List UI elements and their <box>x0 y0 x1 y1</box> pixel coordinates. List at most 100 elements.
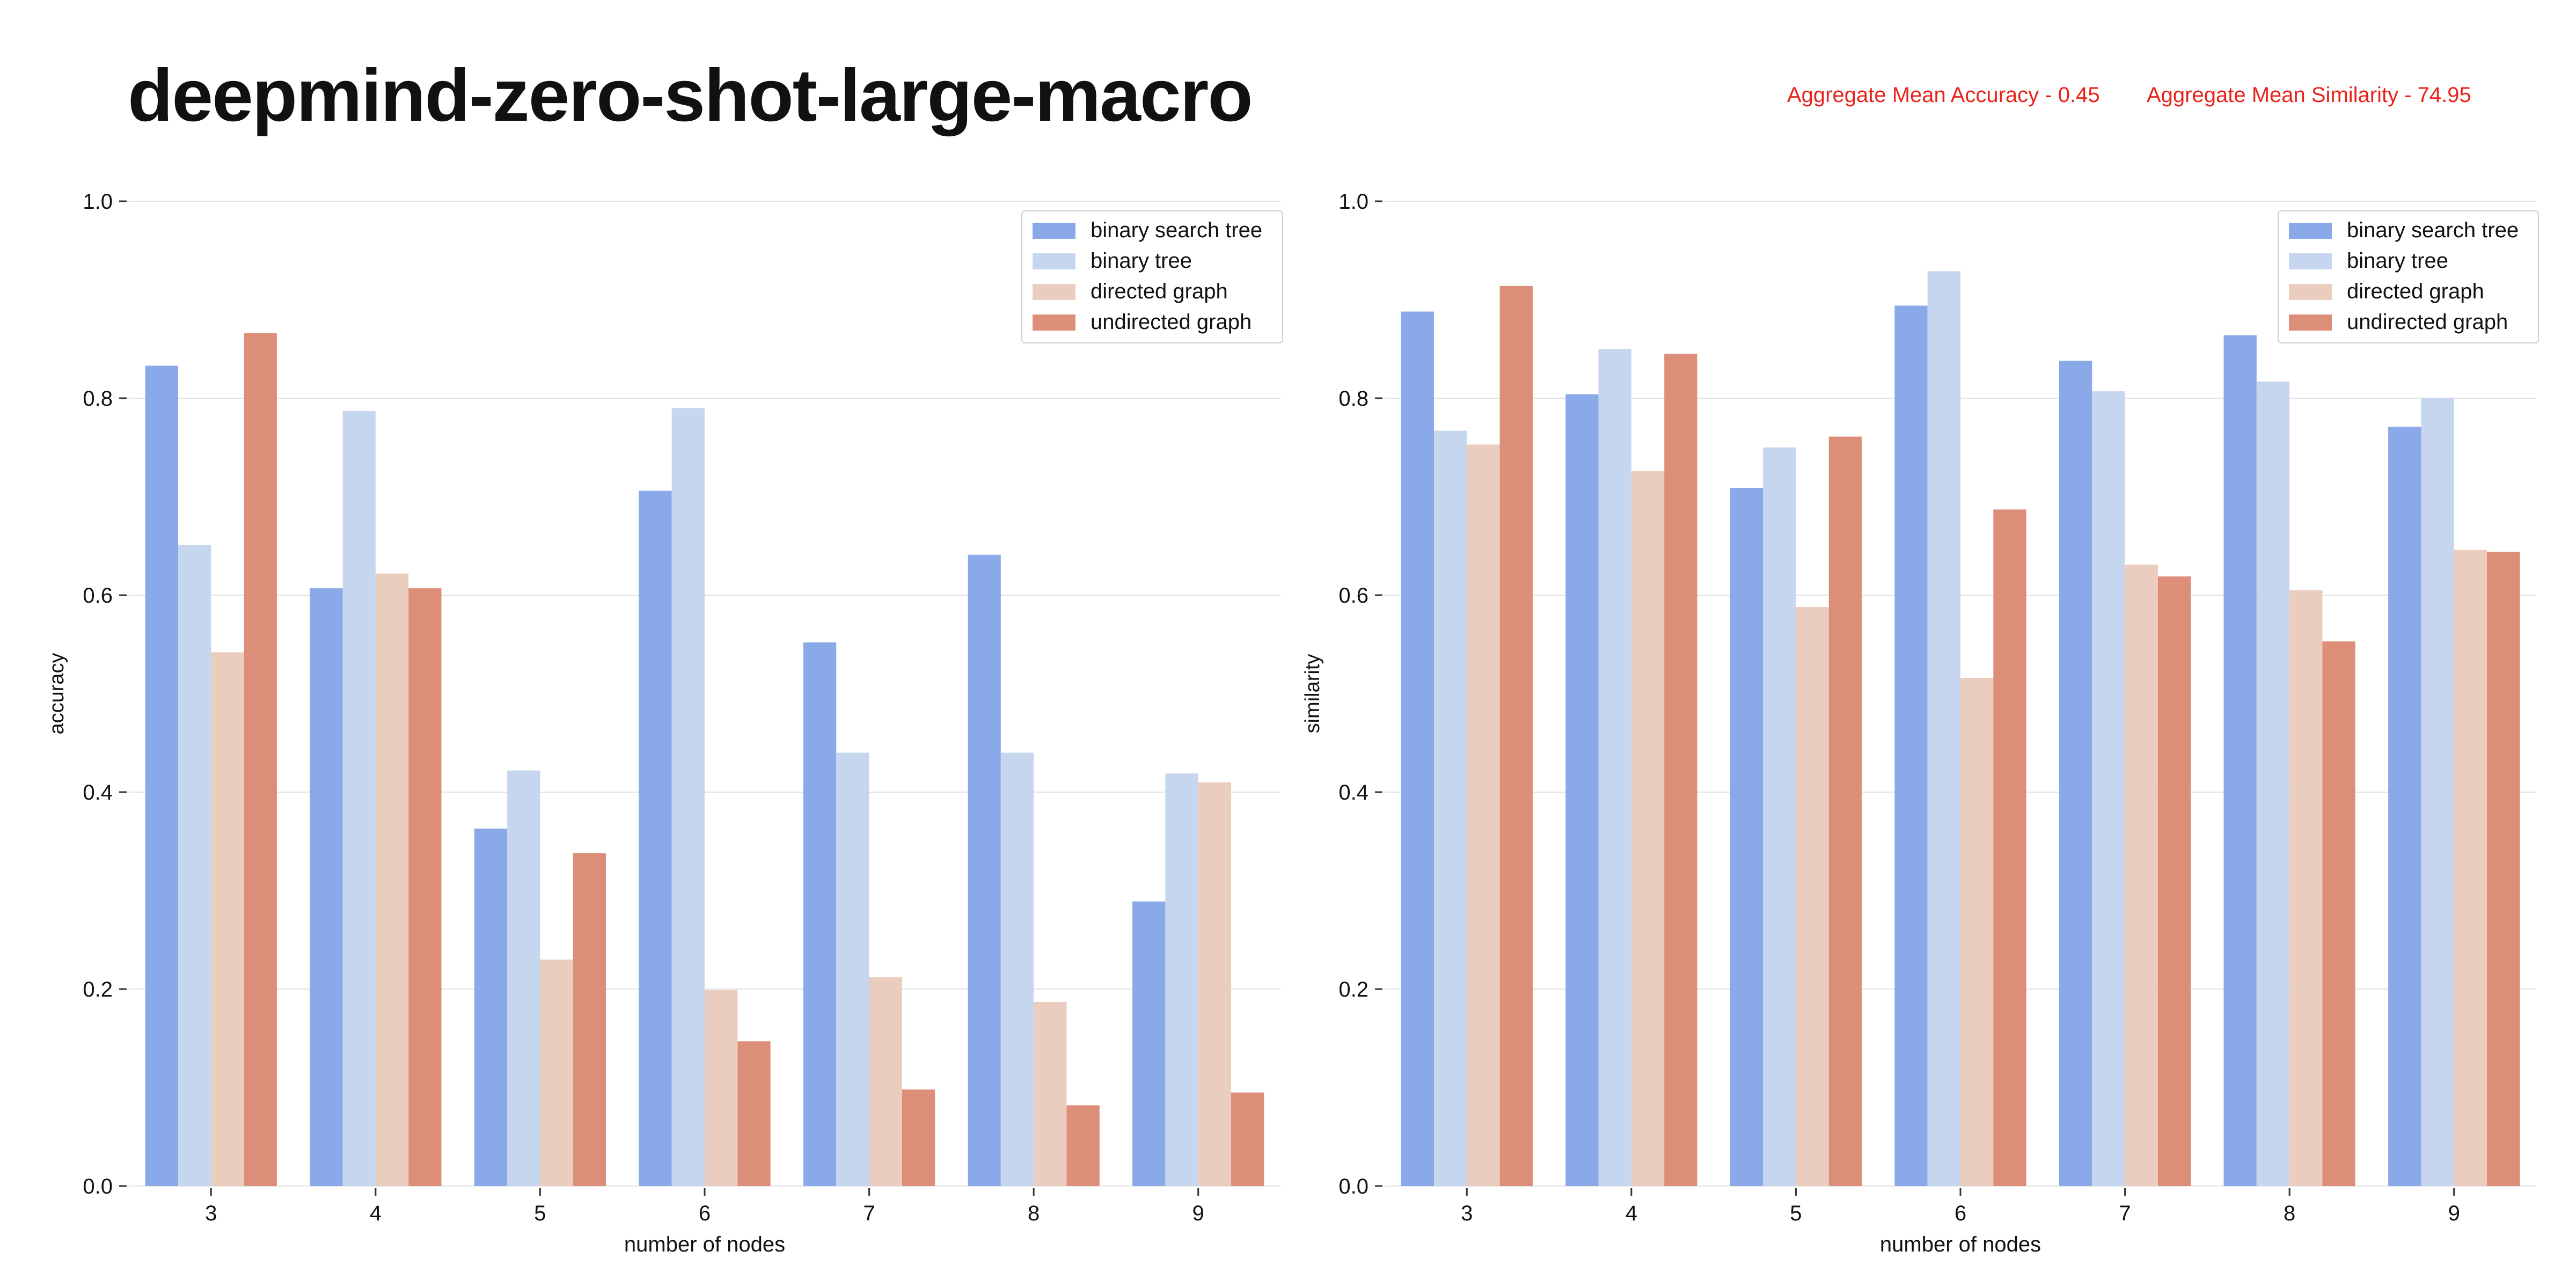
y-tick-label: 1.0 <box>83 190 113 214</box>
aggregate-accuracy: Aggregate Mean Accuracy - 0.45 <box>1787 83 2100 107</box>
aggregate-similarity: Aggregate Mean Similarity - 74.95 <box>2147 83 2471 107</box>
legend-entry: directed graph <box>2347 280 2484 303</box>
y-axis-label: similarity <box>1301 654 1324 734</box>
y-tick-label: 0.0 <box>1338 1175 1368 1198</box>
bar <box>408 588 442 1186</box>
x-tick-label: 6 <box>699 1202 711 1225</box>
x-tick-label: 8 <box>2284 1202 2295 1225</box>
bar <box>540 959 573 1186</box>
bar <box>375 573 409 1186</box>
bar <box>1796 607 1829 1186</box>
bar <box>869 977 902 1186</box>
legend-swatch <box>1033 314 1075 331</box>
y-tick-label: 0.8 <box>83 387 113 411</box>
x-tick-label: 7 <box>863 1202 875 1225</box>
x-axis-label: number of nodes <box>624 1233 785 1256</box>
bar <box>1499 286 1533 1186</box>
bar <box>2289 590 2323 1186</box>
bar <box>737 1041 771 1186</box>
y-tick-label: 1.0 <box>1338 190 1368 214</box>
bar <box>1565 394 1599 1187</box>
bar <box>902 1089 935 1186</box>
bar <box>244 333 277 1186</box>
bar <box>1730 487 1763 1186</box>
y-tick-label: 0.4 <box>1338 781 1368 804</box>
y-tick-label: 0.8 <box>1338 387 1368 411</box>
y-axis-label: accuracy <box>46 653 68 734</box>
bar <box>178 545 211 1186</box>
y-tick-label: 0.2 <box>1338 978 1368 1001</box>
chart-similarity: 0.0 0.2 0.4 0.6 0.8 1.0 similarity 3 4 5 6 7 8 9 numbe… <box>1301 190 2539 1256</box>
bar <box>2256 381 2290 1187</box>
y-tick-label: 0.2 <box>83 978 113 1001</box>
bar <box>2322 641 2355 1186</box>
bar <box>1165 773 1198 1186</box>
chart-accuracy: 0.0 0.2 0.4 0.6 0.8 1.0 accuracy 3 4 5 6 7 8 9 number … <box>46 190 1283 1256</box>
bar <box>968 554 1001 1186</box>
bar <box>1000 752 1034 1186</box>
bar <box>1993 509 2026 1186</box>
legend-entry: binary search tree <box>2347 218 2519 242</box>
legend-swatch <box>2289 223 2332 239</box>
bar <box>2487 552 2520 1186</box>
bar <box>2454 550 2487 1186</box>
legend-box <box>2278 210 2539 343</box>
x-tick-label: 4 <box>1626 1202 1637 1225</box>
x-axis-label: number of nodes <box>1880 1233 2041 1256</box>
x-tick-label: 6 <box>1955 1202 1966 1225</box>
page-title: deepmind-zero-shot-large-macro <box>128 54 1253 137</box>
bar <box>1034 1001 1067 1186</box>
y-tick-label: 0.6 <box>1338 584 1368 608</box>
legend-entry: binary tree <box>1091 249 1192 273</box>
bar <box>2421 398 2454 1186</box>
x-tick-label: 7 <box>2119 1202 2131 1225</box>
bar <box>1231 1092 1264 1186</box>
y-tick-label: 0.0 <box>83 1175 113 1198</box>
legend-box <box>1021 210 1283 343</box>
y-tick-label: 0.4 <box>83 781 113 804</box>
bar <box>1927 271 1960 1186</box>
x-tick-label: 5 <box>1790 1202 1802 1225</box>
bar <box>2125 565 2158 1186</box>
bar <box>1433 430 1467 1187</box>
y-tick-label: 0.6 <box>83 584 113 608</box>
legend-entry: undirected graph <box>2347 310 2508 334</box>
bar <box>1960 678 1994 1186</box>
bar <box>836 752 869 1186</box>
x-tick-label: 4 <box>370 1202 382 1225</box>
legend-entry: directed graph <box>1091 280 1228 303</box>
bar <box>2223 335 2257 1186</box>
bar <box>1132 901 1166 1186</box>
bar <box>803 642 837 1186</box>
bar <box>211 652 244 1186</box>
bar <box>1401 311 1434 1186</box>
legend-swatch <box>2289 314 2332 331</box>
bar <box>1894 305 1928 1186</box>
x-tick-label: 8 <box>1028 1202 1040 1225</box>
x-tick-label: 5 <box>534 1202 546 1225</box>
bar <box>2059 361 2092 1186</box>
bar <box>310 588 343 1186</box>
legend-swatch <box>2289 253 2332 269</box>
bar <box>2092 391 2125 1186</box>
legend-entry: binary tree <box>2347 249 2448 273</box>
bar <box>1198 782 1232 1186</box>
x-tick-label: 3 <box>205 1202 217 1225</box>
bar <box>671 408 705 1186</box>
bar <box>1631 471 1665 1186</box>
legend-swatch <box>2289 284 2332 300</box>
legend-entry: binary search tree <box>1091 218 1262 242</box>
bar <box>2388 427 2421 1186</box>
bar <box>342 411 376 1186</box>
x-tick-label: 3 <box>1461 1202 1473 1225</box>
bar <box>474 828 508 1186</box>
legend: binary search tree binary tree directed gr… <box>1021 210 1283 343</box>
bar <box>1598 349 1631 1186</box>
bar <box>1066 1105 1100 1186</box>
legend: binary search tree binary tree directed gr… <box>2278 210 2539 343</box>
x-tick-label: 9 <box>2448 1202 2460 1225</box>
bar <box>1763 447 1796 1186</box>
bar <box>705 990 738 1186</box>
x-tick-label: 9 <box>1192 1202 1204 1225</box>
